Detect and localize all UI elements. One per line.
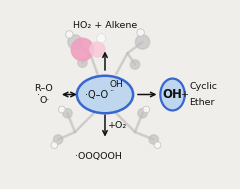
Text: OH: OH [110,80,124,89]
Text: ·OOQOOH: ·OOQOOH [75,152,122,161]
Ellipse shape [160,79,185,110]
Text: ·Q–O: ·Q–O [85,91,108,100]
Circle shape [51,142,58,149]
Circle shape [71,38,94,61]
Circle shape [90,42,105,57]
Text: HO₂ + Alkene: HO₂ + Alkene [73,21,137,30]
Circle shape [63,108,72,118]
Circle shape [66,31,73,38]
Circle shape [138,108,147,118]
Text: Ether: Ether [189,98,215,107]
Text: +: + [181,90,189,99]
Circle shape [149,135,158,144]
Ellipse shape [77,76,133,113]
Circle shape [97,34,106,43]
Text: Cyclic: Cyclic [189,82,217,91]
Circle shape [68,35,82,49]
Text: ··: ·· [109,88,114,97]
Circle shape [137,29,144,36]
Text: OH: OH [162,88,182,101]
Circle shape [53,135,63,144]
Circle shape [130,60,140,69]
Circle shape [135,35,150,49]
Text: +O₂: +O₂ [108,121,128,130]
Text: R–O: R–O [34,84,53,93]
Text: O·: O· [40,96,50,105]
Circle shape [143,106,150,113]
Circle shape [154,142,161,149]
Text: ·: · [37,91,40,100]
Circle shape [59,106,65,113]
Circle shape [78,58,87,67]
